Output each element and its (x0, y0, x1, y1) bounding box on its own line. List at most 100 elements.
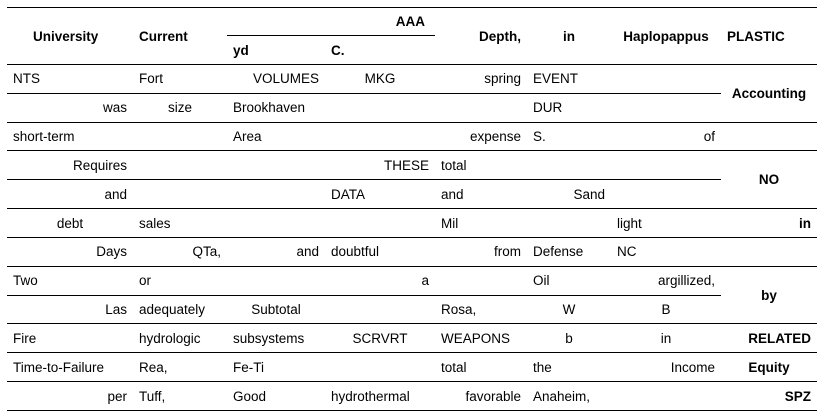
table-cell: favorable (435, 381, 527, 411)
table-cell: of (611, 122, 721, 152)
cell-by: by (721, 266, 817, 325)
cell-spz: SPZ (721, 381, 817, 411)
table-cell: B (611, 295, 721, 325)
table-cell: Subtotal (227, 295, 325, 325)
table-cell: WEAPONS (435, 323, 527, 354)
table-cell (611, 381, 721, 411)
table-cell: Income (611, 352, 721, 383)
table-cell: Sand (527, 179, 611, 210)
table-cell: Two (7, 266, 133, 296)
table-cell: DATA (325, 179, 435, 210)
table-cell (611, 150, 721, 181)
table-cell: Defense (527, 237, 611, 267)
table-cell: Las (7, 295, 133, 325)
table-cell: Requires (7, 150, 133, 181)
table-row: Days QTa, and doubtful from Defense NC (7, 237, 817, 267)
table-cell (227, 150, 325, 181)
table-cell: hydrothermal (325, 381, 435, 411)
table-cell: hydrologic (133, 323, 227, 354)
table-cell: MKG (325, 64, 435, 94)
table-cell: Fire (7, 323, 133, 354)
table-cell: the (527, 352, 611, 383)
table-cell: S. (527, 122, 611, 152)
table-cell: a (325, 266, 435, 296)
table-cell: NC (611, 237, 721, 267)
table-row: per Tuff, Good hydrothermal favorable An… (7, 381, 817, 411)
table-cell: short-term (7, 122, 133, 152)
table-row: Time-to-Failure Rea, Fe-Ti total the Inc… (7, 352, 817, 383)
table-cell: light (611, 208, 721, 238)
table-cell: QTa, (133, 237, 227, 267)
table-cell: size (133, 93, 227, 123)
table-row: Two or a Oil argillized, by (7, 266, 817, 325)
table-row: Requires THESE total NO (7, 150, 817, 210)
header-depth: Depth, (435, 7, 527, 65)
cell-no: NO (721, 150, 817, 210)
table-cell (325, 295, 435, 325)
table-cell: expense (435, 122, 527, 152)
table-cell: Time-to-Failure (7, 352, 133, 383)
header-current: Current (133, 7, 227, 65)
table-cell (325, 352, 435, 383)
table-cell: Rosa, (435, 295, 527, 325)
table-cell: SCRVRT (325, 323, 435, 354)
table-cell (435, 93, 527, 123)
table-cell: from (435, 237, 527, 267)
table-cell: in (611, 323, 721, 354)
table-row: Fire hydrologic subsystems SCRVRT WEAPON… (7, 323, 817, 354)
header-plastic: PLASTIC (721, 7, 817, 65)
table-cell (133, 179, 227, 210)
table-cell: was (7, 93, 133, 123)
table-cell: EVENT (527, 64, 611, 94)
table-cell: Anaheim, (527, 381, 611, 411)
table-cell: sales (133, 208, 227, 238)
table-cell: b (527, 323, 611, 354)
cell-in: in (721, 208, 817, 238)
table-cell (527, 208, 611, 238)
table-cell: VOLUMES (227, 64, 325, 94)
table-cell (227, 179, 325, 210)
table-cell: total (435, 150, 527, 181)
table-cell: Rea, (133, 352, 227, 383)
table-cell-empty (721, 237, 817, 267)
table-cell: Area (227, 122, 325, 152)
table-cell: Fort (133, 64, 227, 94)
header-haplopappus: Haplopappus (611, 7, 721, 65)
table-cell: NTS (7, 64, 133, 94)
table-cell: total (435, 352, 527, 383)
table-cell (227, 266, 325, 296)
header-c: C. (325, 35, 435, 65)
table-cell (611, 93, 721, 123)
table-cell (611, 179, 721, 210)
table-cell (325, 208, 435, 238)
header-university: University (7, 7, 133, 65)
table-cell: THESE (325, 150, 435, 181)
table-cell: per (7, 381, 133, 411)
table-cell: or (133, 266, 227, 296)
table-cell: spring (435, 64, 527, 94)
table-cell (435, 266, 527, 296)
table-cell: Brookhaven (227, 93, 325, 123)
table-cell (133, 122, 227, 152)
table-cell: argillized, (611, 266, 721, 296)
table-cell (133, 150, 227, 181)
table-cell: Fe-Ti (227, 352, 325, 383)
header-yd: yd (227, 35, 325, 65)
table-row: Las adequately Subtotal Rosa, W B (7, 295, 817, 325)
cell-accounting: Accounting (721, 64, 817, 123)
table-cell: doubtful (325, 237, 435, 267)
table-cell: Days (7, 237, 133, 267)
table-cell (227, 208, 325, 238)
table-cell: DUR (527, 93, 611, 123)
cell-related: RELATED (721, 323, 817, 354)
table-cell (527, 150, 611, 181)
table-cell: Oil (527, 266, 611, 296)
table-cell (611, 64, 721, 94)
table-cell (325, 122, 435, 152)
table-cell-empty (721, 122, 817, 152)
table-row: debt sales Mil light in (7, 208, 817, 238)
table-row: short-term Area expense S. of (7, 122, 817, 152)
cell-equity: Equity (721, 352, 817, 383)
table-cell: and (7, 179, 133, 210)
header-aaa: AAA (227, 7, 435, 36)
